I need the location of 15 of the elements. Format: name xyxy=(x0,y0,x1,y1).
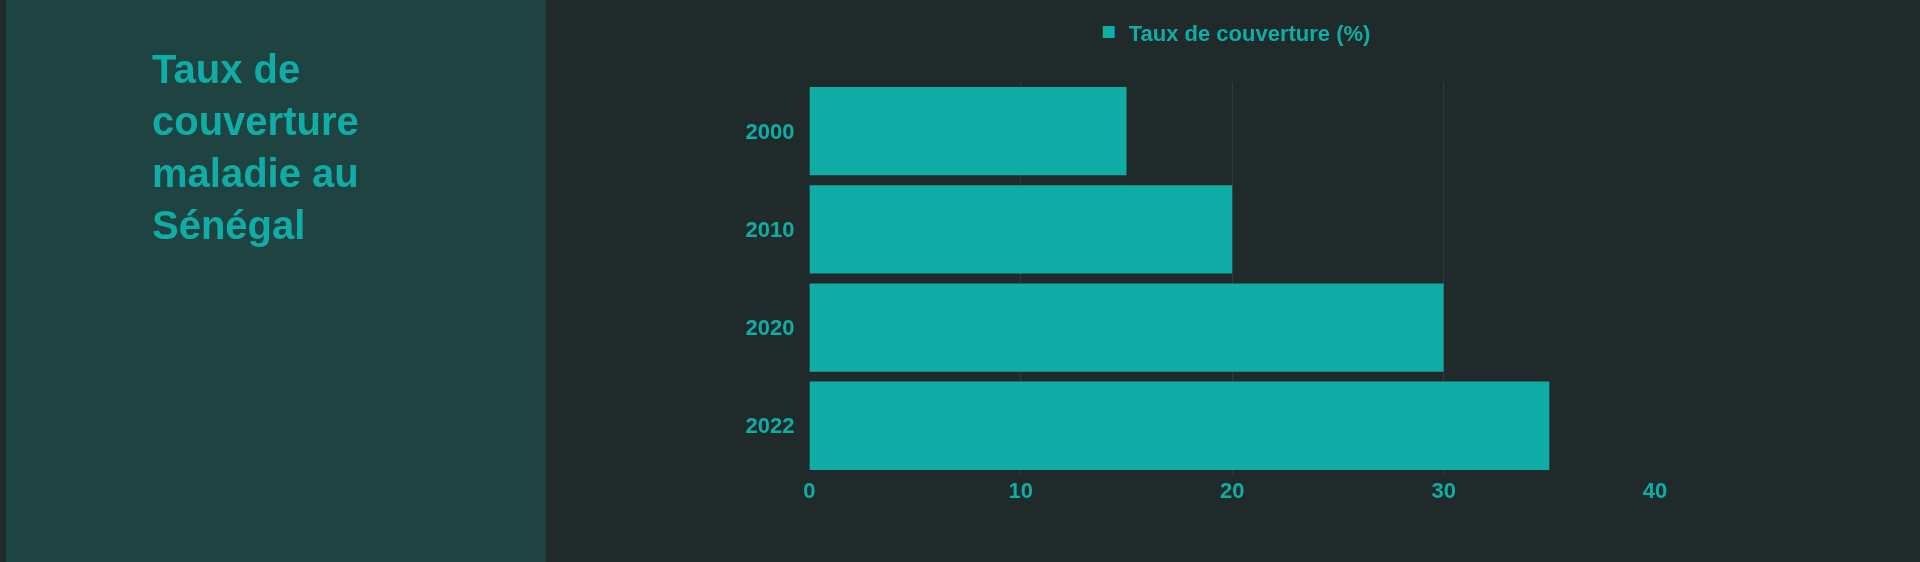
bar xyxy=(809,185,1233,274)
bar xyxy=(809,381,1550,470)
y-tick-label: 2010 xyxy=(745,217,795,243)
y-tick-label: 2022 xyxy=(745,413,795,439)
x-tick-label: 0 xyxy=(803,477,816,503)
x-tick-label: 30 xyxy=(1431,477,1456,503)
legend-label: Taux de couverture (%) xyxy=(1128,20,1371,46)
text: Taux de couverture maladie au Sénégal xyxy=(152,47,359,247)
bar xyxy=(809,283,1444,372)
bar xyxy=(809,86,1127,176)
x-tick-label: 20 xyxy=(1219,477,1245,503)
y-tick-label: 2020 xyxy=(745,315,795,341)
y-tick-label: 2000 xyxy=(745,118,795,144)
x-tick-label: 40 xyxy=(1642,477,1668,503)
x-tick-label: 10 xyxy=(1008,477,1034,503)
